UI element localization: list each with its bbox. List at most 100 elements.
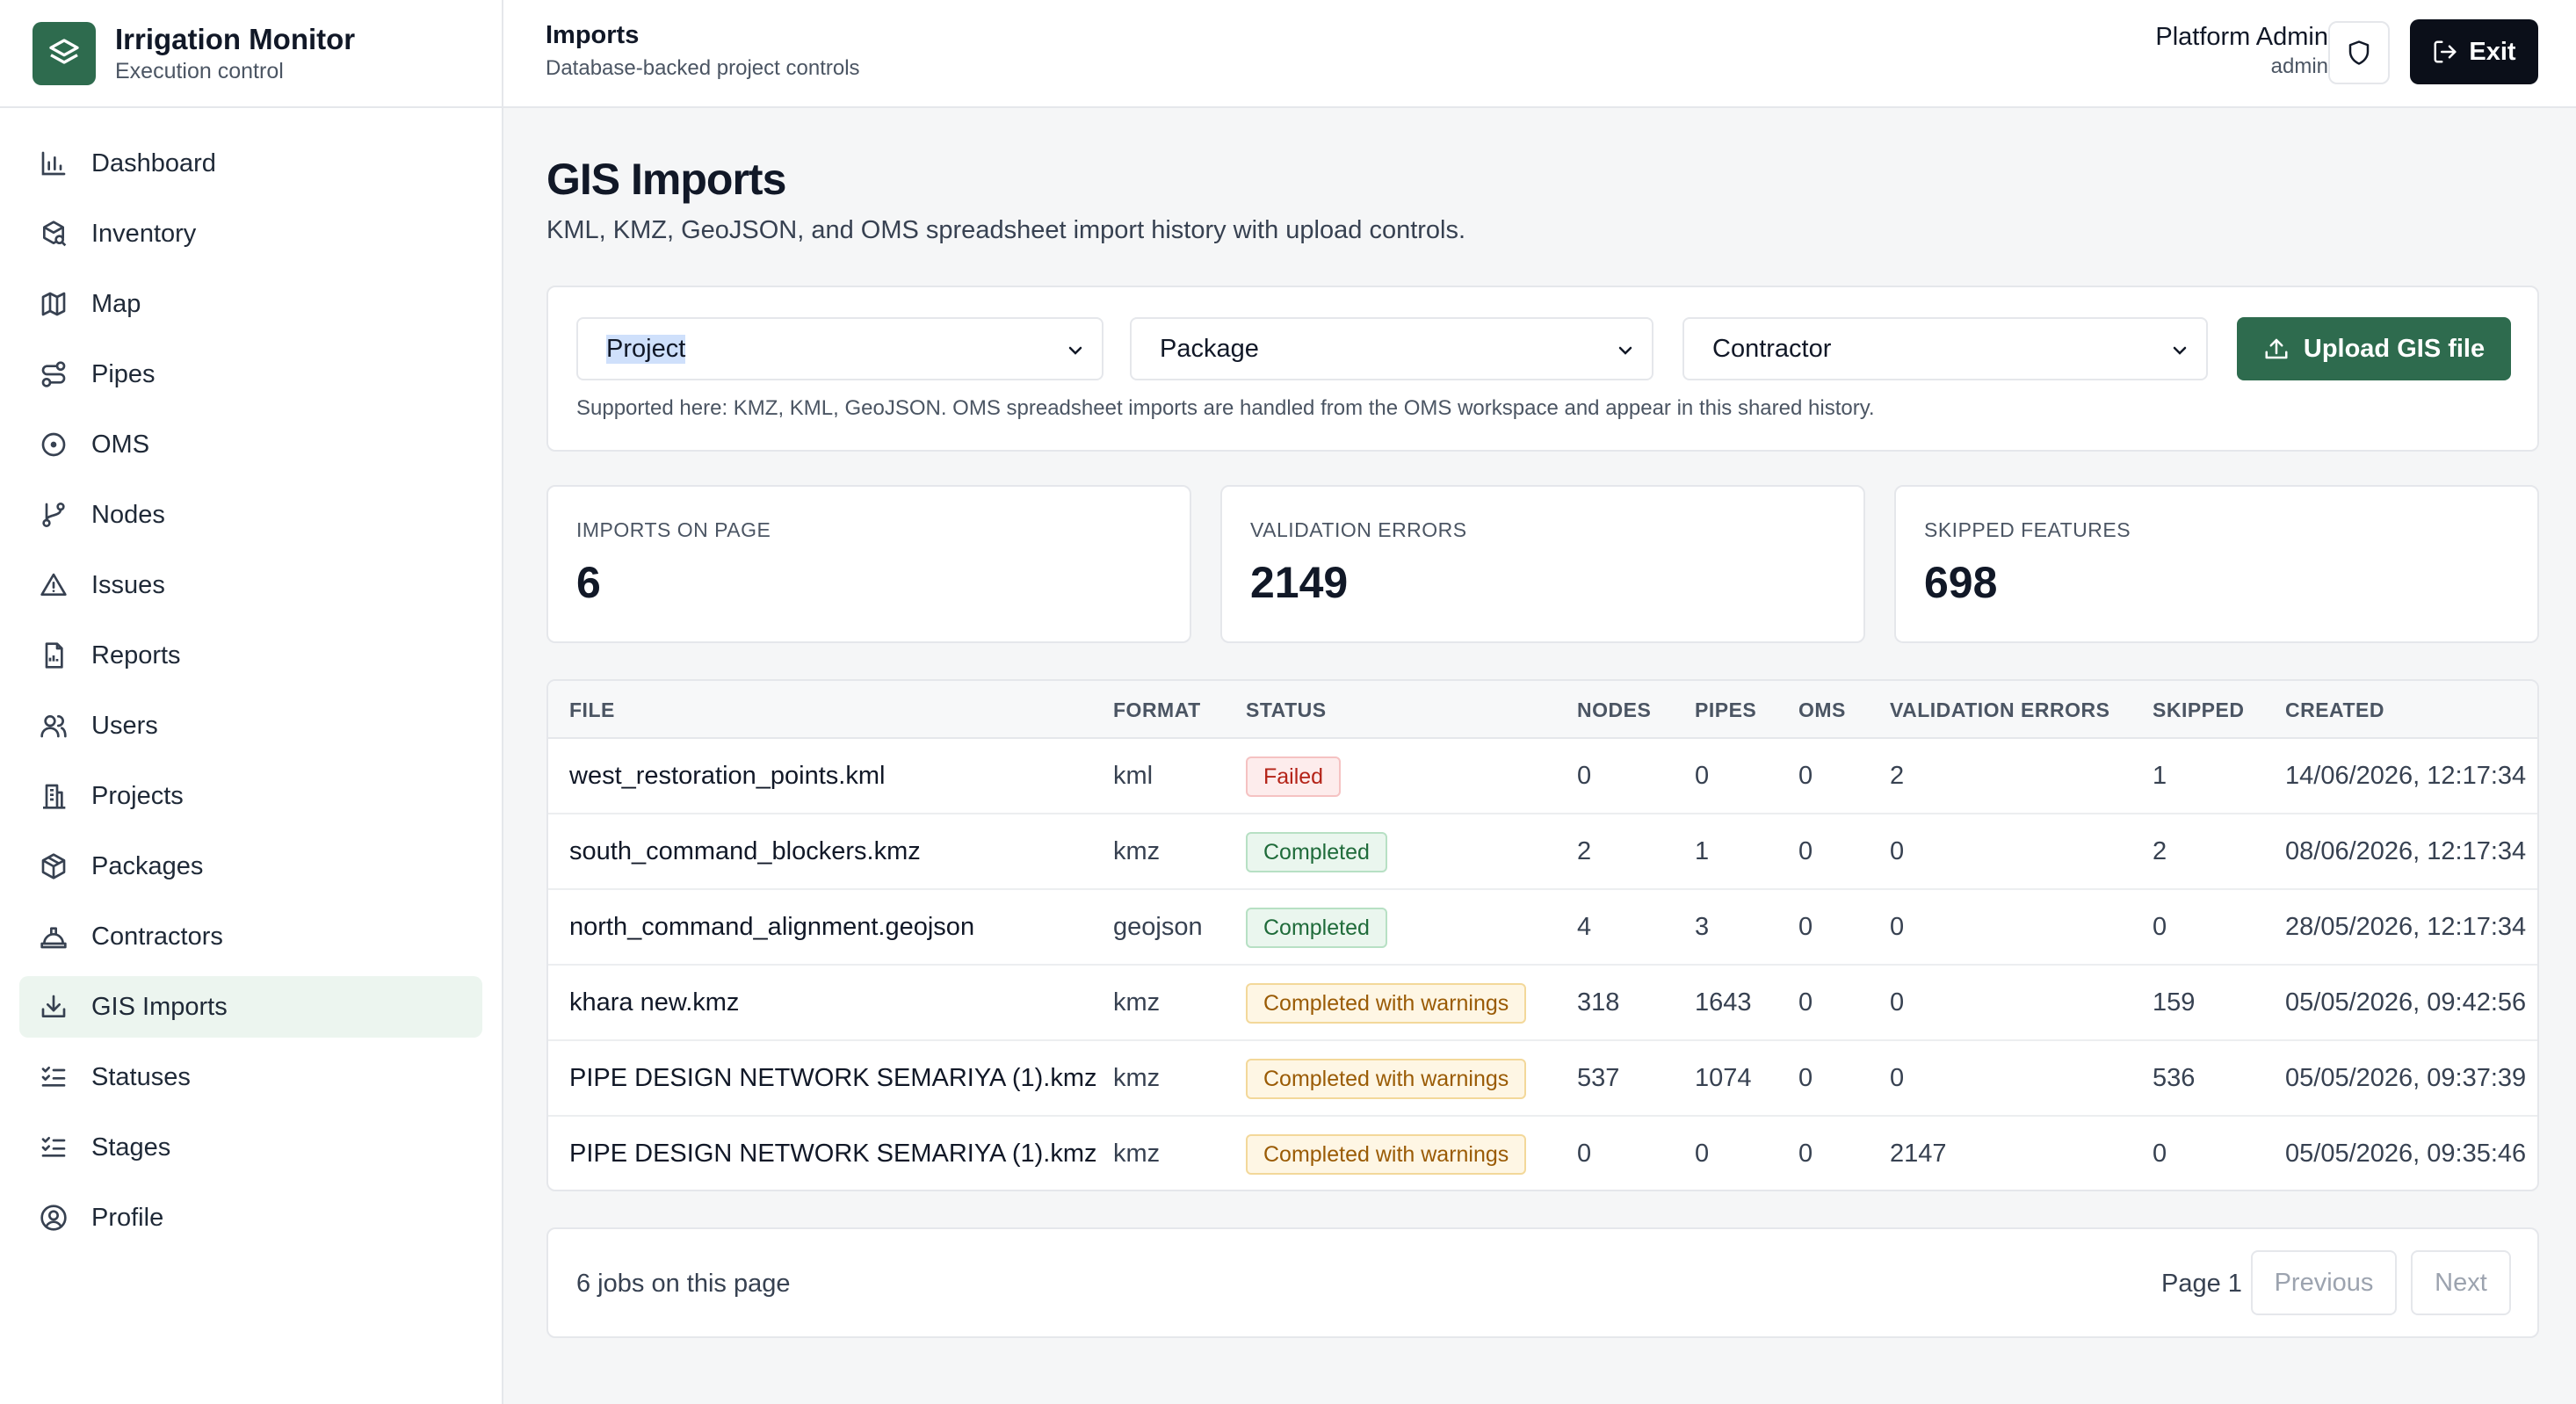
bar-chart-icon xyxy=(39,148,69,178)
sidebar-item-label: Map xyxy=(91,289,141,318)
project-select[interactable]: Project xyxy=(576,317,1103,380)
sidebar-item-map[interactable]: Map xyxy=(19,273,482,335)
cell-format: kmz xyxy=(1113,1064,1161,1092)
cell-oms: 0 xyxy=(1798,1140,1813,1168)
sidebar-item-nodes[interactable]: Nodes xyxy=(19,484,482,546)
table-row[interactable]: PIPE DESIGN NETWORK SEMARIYA (1).kmz kmz C… xyxy=(548,1117,2537,1190)
cell-nodes: 0 xyxy=(1577,762,1592,790)
cell-file: khara new.kmz xyxy=(569,988,740,1017)
table-row[interactable]: west_restoration_points.kml kml Failed 0 0 0 2… xyxy=(548,739,2537,814)
app-subtitle: Execution control xyxy=(115,58,284,83)
cell-format: kmz xyxy=(1113,988,1161,1017)
sidebar-item-label: OMS xyxy=(91,430,150,459)
cell-validation-errors: 0 xyxy=(1890,1064,1905,1092)
cell-pipes: 3 xyxy=(1695,913,1710,941)
next-button[interactable]: Next xyxy=(2411,1250,2511,1315)
status-badge: Completed xyxy=(1246,908,1387,948)
page-indicator: Page 1 xyxy=(2161,1270,2242,1298)
status-badge: Failed xyxy=(1246,756,1342,797)
stat-value: 698 xyxy=(1924,558,1998,607)
page-title: GIS Imports xyxy=(546,155,786,204)
stat-label: IMPORTS ON PAGE xyxy=(576,518,771,541)
app-title: Irrigation Monitor xyxy=(115,22,356,55)
imports-table: FILE FORMAT STATUS NODES PIPES OMS VALID… xyxy=(546,679,2539,1191)
column-header-oms: OMS xyxy=(1798,698,1846,721)
exit-label: Exit xyxy=(2469,37,2516,66)
stat-value: 2149 xyxy=(1250,558,1349,607)
stat-value: 6 xyxy=(576,558,601,607)
cell-nodes: 537 xyxy=(1577,1064,1620,1092)
exit-button[interactable]: Exit xyxy=(2410,19,2538,84)
pagination-bar: 6 jobs on this page Page 1 Previous Next xyxy=(546,1227,2539,1338)
column-header-file: FILE xyxy=(569,698,615,721)
project-select-value: Project xyxy=(606,334,686,364)
column-header-validation-errors: VALIDATION ERRORS xyxy=(1890,698,2110,721)
cell-file: south_command_blockers.kmz xyxy=(569,837,921,865)
import-icon xyxy=(39,992,69,1022)
cell-pipes: 0 xyxy=(1695,1140,1710,1168)
cell-nodes: 2 xyxy=(1577,837,1592,865)
cell-format: kmz xyxy=(1113,837,1161,865)
cell-file: PIPE DESIGN NETWORK SEMARIYA (1).kmz xyxy=(569,1064,1097,1092)
sidebar-item-reports[interactable]: Reports xyxy=(19,625,482,686)
sidebar-item-label: Inventory xyxy=(91,219,197,248)
sidebar-item-users[interactable]: Users xyxy=(19,695,482,756)
cell-pipes: 1 xyxy=(1695,837,1710,865)
shield-icon xyxy=(2348,40,2370,65)
column-header-pipes: PIPES xyxy=(1695,698,1757,721)
cell-nodes: 0 xyxy=(1577,1140,1592,1168)
cell-validation-errors: 2147 xyxy=(1890,1140,1947,1168)
sidebar-item-label: Stages xyxy=(91,1133,171,1162)
user-role: admin xyxy=(2270,54,2328,78)
cell-file: west_restoration_points.kml xyxy=(569,762,886,790)
column-header-created: CREATED xyxy=(2285,698,2384,721)
users-icon xyxy=(39,711,69,741)
cell-validation-errors: 0 xyxy=(1890,837,1905,865)
sidebar-item-contractors[interactable]: Contractors xyxy=(19,906,482,967)
cell-format: kml xyxy=(1113,762,1154,790)
table-row[interactable]: north_command_alignment.geojson geojson Co… xyxy=(548,890,2537,966)
sidebar-item-gis-imports[interactable]: GIS Imports xyxy=(19,976,482,1038)
cell-skipped: 159 xyxy=(2153,988,2196,1017)
cell-pipes: 0 xyxy=(1695,762,1710,790)
column-header-status: STATUS xyxy=(1246,698,1327,721)
header-title: Imports xyxy=(546,21,640,49)
admin-shield-button[interactable] xyxy=(2328,21,2390,84)
route-icon xyxy=(39,359,69,389)
chevron-down-icon xyxy=(2173,346,2187,355)
sidebar-item-statuses[interactable]: Statuses xyxy=(19,1046,482,1108)
column-header-nodes: NODES xyxy=(1577,698,1652,721)
cell-pipes: 1643 xyxy=(1695,988,1752,1017)
table-row[interactable]: south_command_blockers.kmz kmz Completed 2 1… xyxy=(548,814,2537,890)
table-row[interactable]: khara new.kmz kmz Completed with warnings 3… xyxy=(548,966,2537,1041)
upload-icon xyxy=(2265,338,2288,359)
table-row[interactable]: PIPE DESIGN NETWORK SEMARIYA (1).kmz kmz C… xyxy=(548,1041,2537,1117)
contractor-select[interactable]: Contractor xyxy=(1682,317,2208,380)
chevron-down-icon xyxy=(1068,346,1082,355)
sidebar-item-packages[interactable]: Packages xyxy=(19,836,482,897)
sidebar-item-pipes[interactable]: Pipes xyxy=(19,344,482,405)
sidebar-item-projects[interactable]: Projects xyxy=(19,765,482,827)
sidebar-item-dashboard[interactable]: Dashboard xyxy=(19,133,482,194)
previous-button[interactable]: Previous xyxy=(2251,1250,2397,1315)
sidebar-item-label: Nodes xyxy=(91,500,165,529)
sidebar-item-label: GIS Imports xyxy=(91,992,228,1021)
upload-gis-file-button[interactable]: Upload GIS file xyxy=(2237,317,2511,380)
sidebar-item-label: Reports xyxy=(91,640,181,669)
sidebar-item-oms[interactable]: OMS xyxy=(19,414,482,475)
building-icon xyxy=(39,781,69,811)
sidebar-item-profile[interactable]: Profile xyxy=(19,1187,482,1248)
cell-created: 05/05/2026, 09:35:46 xyxy=(2285,1140,2527,1168)
map-icon xyxy=(39,289,69,319)
hard-hat-icon xyxy=(39,922,69,952)
cell-format: kmz xyxy=(1113,1140,1161,1168)
sidebar-item-issues[interactable]: Issues xyxy=(19,554,482,616)
cell-created: 08/06/2026, 12:17:34 xyxy=(2285,837,2527,865)
package-select[interactable]: Package xyxy=(1130,317,1653,380)
cell-validation-errors: 0 xyxy=(1890,988,1905,1017)
sidebar-item-inventory[interactable]: Inventory xyxy=(19,203,482,264)
sidebar-item-stages[interactable]: Stages xyxy=(19,1117,482,1178)
cell-created: 28/05/2026, 12:17:34 xyxy=(2285,913,2527,941)
user-name: Platform Admin xyxy=(2155,23,2328,51)
cell-skipped: 0 xyxy=(2153,1140,2167,1168)
